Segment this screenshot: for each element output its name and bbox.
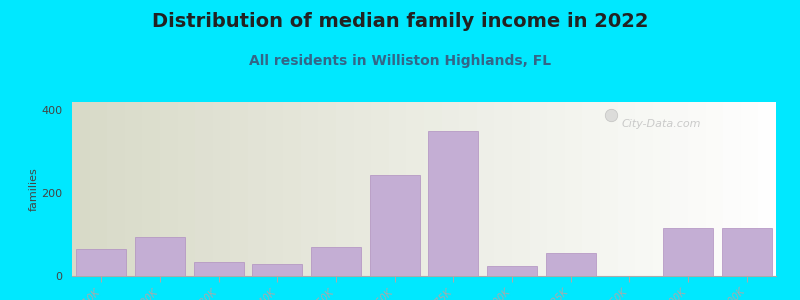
Y-axis label: families: families [28,167,38,211]
Bar [459,102,477,276]
Bar [618,102,635,276]
Bar [266,102,283,276]
Bar [706,102,723,276]
Bar [248,102,266,276]
Bar [230,102,248,276]
Bar [253,264,302,276]
Bar [77,249,126,276]
Bar [653,102,670,276]
Bar [301,102,318,276]
Bar [195,102,213,276]
Bar [477,102,494,276]
Bar [758,102,776,276]
Bar [178,102,195,276]
Bar [723,102,741,276]
Bar [424,102,442,276]
Bar [354,102,371,276]
Bar [442,102,459,276]
Bar [663,228,713,276]
Bar [722,228,771,276]
Bar [635,102,653,276]
Bar [512,102,530,276]
Bar [487,266,537,276]
Bar [546,253,595,276]
Bar [530,102,547,276]
Bar [688,102,706,276]
Bar [72,102,90,276]
Bar [318,102,336,276]
Bar [371,102,389,276]
Bar [125,102,142,276]
Bar [600,102,618,276]
Bar [582,102,600,276]
Bar [494,102,512,276]
Bar [213,102,230,276]
Bar [429,131,478,276]
Text: City-Data.com: City-Data.com [621,119,701,129]
Bar [389,102,406,276]
Bar [336,102,354,276]
Bar [283,102,301,276]
Bar [160,102,178,276]
Bar [370,175,419,276]
Bar [311,247,361,276]
Bar [741,102,758,276]
Bar [142,102,160,276]
Bar [90,102,107,276]
Bar [670,102,688,276]
Bar [194,262,243,276]
Bar [107,102,125,276]
Bar [547,102,565,276]
Text: Distribution of median family income in 2022: Distribution of median family income in … [152,12,648,31]
Bar [406,102,424,276]
Bar [135,237,185,276]
Bar [565,102,582,276]
Text: All residents in Williston Highlands, FL: All residents in Williston Highlands, FL [249,54,551,68]
